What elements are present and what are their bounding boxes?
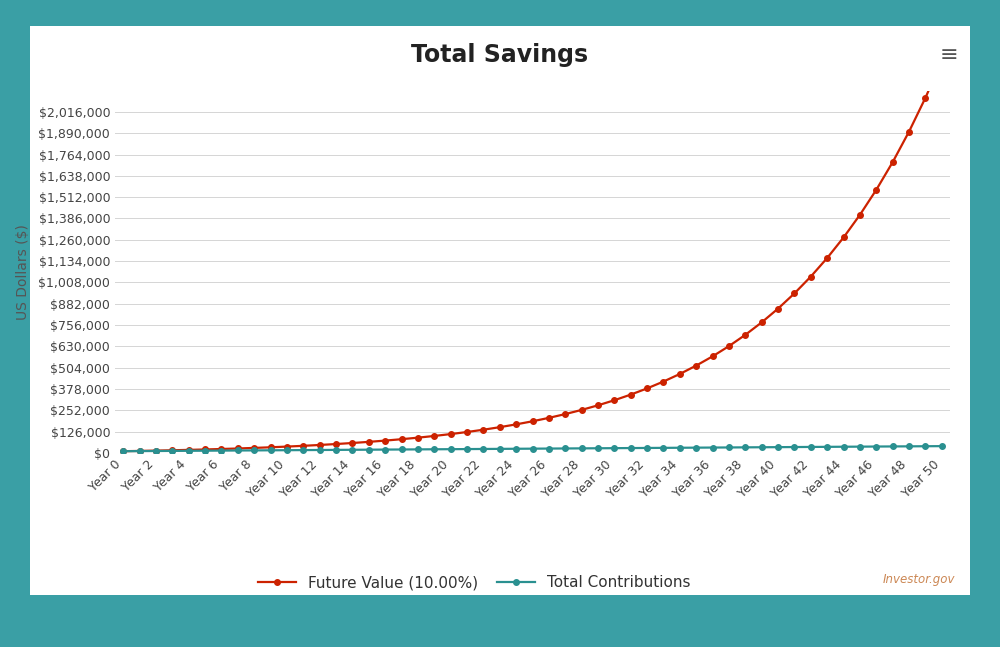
Total Contributions [707, 444, 719, 452]
Line: Future Value (10.00%): Future Value (10.00%) [120, 58, 945, 454]
Future Value (10.00%) [297, 442, 309, 450]
Total Contributions [117, 447, 129, 455]
Future Value (10.00%) [117, 447, 129, 455]
Total Contributions [297, 446, 309, 454]
Future Value (10.00%) [936, 56, 948, 64]
Text: Total Savings: Total Savings [411, 43, 589, 67]
Text: Investor.gov: Investor.gov [883, 573, 955, 586]
Total Contributions [363, 446, 375, 454]
Total Contributions [379, 446, 391, 454]
Legend: Future Value (10.00%), Total Contributions: Future Value (10.00%), Total Contributio… [252, 569, 697, 597]
Total Contributions [657, 444, 669, 452]
Future Value (10.00%) [919, 94, 931, 102]
Total Contributions [919, 443, 931, 450]
Future Value (10.00%) [363, 438, 375, 446]
Total Contributions [936, 443, 948, 450]
Future Value (10.00%) [379, 437, 391, 444]
Future Value (10.00%) [707, 353, 719, 360]
Y-axis label: US Dollars ($): US Dollars ($) [16, 224, 30, 320]
Future Value (10.00%) [657, 378, 669, 386]
Text: ≡: ≡ [939, 45, 958, 65]
Line: Total Contributions: Total Contributions [120, 443, 945, 454]
